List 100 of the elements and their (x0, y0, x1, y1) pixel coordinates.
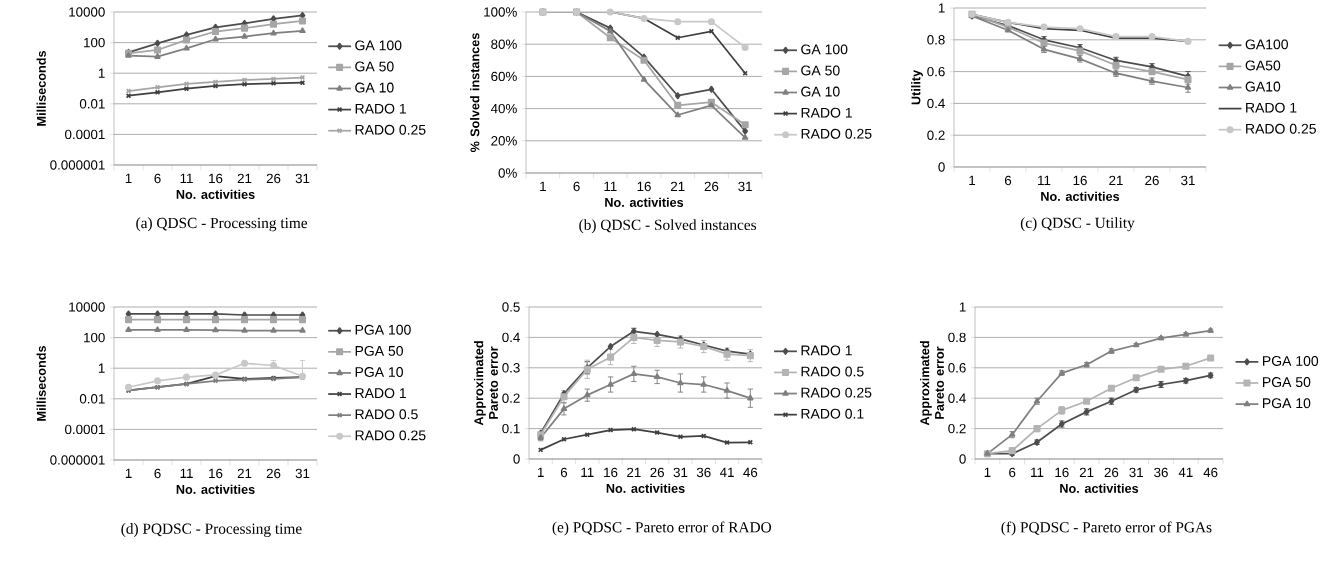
legend-label: RADO 1 (801, 345, 852, 356)
x-tick-label: 1 (540, 181, 546, 191)
x-tick-label: 26 (266, 468, 281, 479)
legend-label: GA 10 (801, 86, 840, 97)
legend-label: GA10 (1245, 81, 1281, 92)
x-tick-label: 11 (1038, 175, 1051, 185)
y-tick-label: 0.0001 (65, 424, 105, 435)
x-tick-label: 6 (1004, 175, 1012, 186)
x-tick-label: 16 (604, 467, 618, 478)
y-tick-label: 0.6 (927, 66, 945, 77)
x-tick-label: 31 (1129, 467, 1143, 478)
y-tick-label: 10000 (69, 302, 105, 312)
x-tick-label: 41 (1178, 467, 1193, 477)
x-axis-title: No. activities (1041, 191, 1120, 201)
text: (c) QDSC - Utility (1020, 217, 1135, 232)
y-tick-label: 0 (513, 454, 520, 464)
legend-label: PGA 100 (355, 324, 411, 335)
legend-label: RADO 0.25 (355, 430, 426, 441)
y-tick-label: 0.000001 (50, 455, 105, 465)
x-axis-title: No. activities (606, 483, 685, 493)
legend-label: GA100 (1245, 39, 1289, 50)
x-tick-label: 11 (604, 181, 617, 191)
y-axis-title: Approximated Pareto error (473, 341, 498, 426)
legend-label: GA 100 (801, 44, 848, 55)
y-tick-label: 0 (938, 162, 945, 172)
x-tick-label: 11 (1031, 467, 1044, 477)
legend-label: RADO 1 (1246, 102, 1297, 113)
legend-label: RADO 1 (355, 388, 406, 399)
y-tick-label: 0.2 (502, 393, 520, 403)
legend-label: RADO 0.25 (801, 387, 872, 398)
x-tick-label: 31 (1181, 175, 1195, 186)
x-axis-title: No. activities (176, 189, 255, 199)
x-tick-label: 1 (984, 467, 991, 477)
x-tick-label: 1 (125, 468, 132, 478)
legend-label: PGA 10 (355, 367, 403, 377)
x-tick-label: 36 (1154, 467, 1168, 478)
y-tick-label: 20% (491, 136, 517, 146)
x-tick-label: 6 (154, 468, 161, 479)
y-tick-label: 0.0001 (65, 129, 105, 140)
x-tick-label: 16 (637, 181, 651, 192)
legend-label: PGA 10 (1263, 398, 1311, 409)
legend-label: RADO 0.25 (355, 124, 426, 135)
x-axis-title: No. activities (176, 484, 255, 494)
x-tick-label: 21 (1109, 175, 1123, 186)
x-tick-label: 6 (573, 181, 580, 192)
legend-label: GA 100 (355, 40, 402, 51)
legend-label: RADO 0.5 (355, 409, 418, 420)
x-tick-label: 46 (743, 467, 758, 478)
y-tick-label: 1 (959, 302, 966, 312)
legend-label: PGA 100 (1263, 356, 1319, 366)
legend-label: GA 10 (355, 82, 394, 93)
x-tick-label: 26 (704, 181, 719, 192)
y-tick-label: 1 (98, 68, 105, 78)
y-tick-label: 0.5 (502, 302, 520, 312)
x-tick-label: 26 (650, 467, 664, 478)
x-tick-label: 1 (969, 175, 976, 185)
y-tick-label: 40% (490, 103, 517, 114)
y-tick-label: 10000 (69, 7, 105, 17)
y-tick-label: 0.01 (79, 394, 105, 404)
y-tick-label: 100 (84, 332, 105, 343)
x-tick-label: 11 (581, 467, 594, 477)
y-tick-label: 0.3 (502, 363, 520, 373)
y-tick-label: 0.4 (502, 332, 520, 343)
y-tick-label: 0.8 (927, 35, 945, 45)
y-tick-label: 60% (491, 71, 517, 82)
y-tick-label: 1 (938, 3, 945, 13)
y-tick-label: 0 (959, 454, 966, 464)
legend-label: PGA 50 (1263, 377, 1311, 388)
text: (b) QDSC - Solved instances (579, 219, 757, 234)
legend-label: RADO 0.1 (801, 408, 864, 419)
legend-label: RADO 1 (801, 107, 852, 118)
x-tick-label: 46 (1203, 467, 1218, 478)
y-axis-title: % Solved instances (470, 33, 480, 153)
x-tick-label: 26 (1145, 175, 1159, 186)
text: (a) QDSC - Processing time (136, 217, 308, 232)
y-tick-label: 0.4 (948, 393, 966, 403)
y-tick-label: 0.8 (948, 332, 966, 343)
x-tick-label: 6 (154, 173, 161, 184)
x-tick-label: 41 (719, 467, 734, 477)
y-tick-label: 80% (491, 39, 517, 49)
x-tick-label: 26 (266, 173, 281, 184)
legend-label: PGA 50 (355, 345, 403, 356)
y-tick-label: 0.01 (79, 99, 105, 109)
y-tick-label: 0% (498, 168, 517, 178)
legend-label: RADO 0.5 (801, 366, 864, 377)
legend-label: RADO 0.25 (1246, 123, 1316, 134)
x-tick-label: 31 (295, 173, 310, 184)
legend-label: RADO 0.25 (801, 128, 872, 139)
y-tick-label: 0.4 (927, 98, 945, 109)
x-tick-label: 6 (1009, 467, 1016, 478)
legend-label: GA 50 (801, 65, 840, 76)
y-axis-title: Approximated Pareto error (919, 341, 944, 426)
y-tick-label: 100 (84, 37, 105, 48)
x-tick-label: 26 (1104, 467, 1119, 478)
x-axis-title: No. activities (1060, 483, 1139, 493)
x-tick-label: 21 (627, 467, 641, 478)
x-tick-label: 1 (125, 173, 132, 183)
x-tick-label: 31 (738, 181, 752, 192)
x-tick-label: 16 (209, 468, 223, 479)
text: (f) PQDSC - Pareto error of PGAs (1001, 521, 1212, 536)
